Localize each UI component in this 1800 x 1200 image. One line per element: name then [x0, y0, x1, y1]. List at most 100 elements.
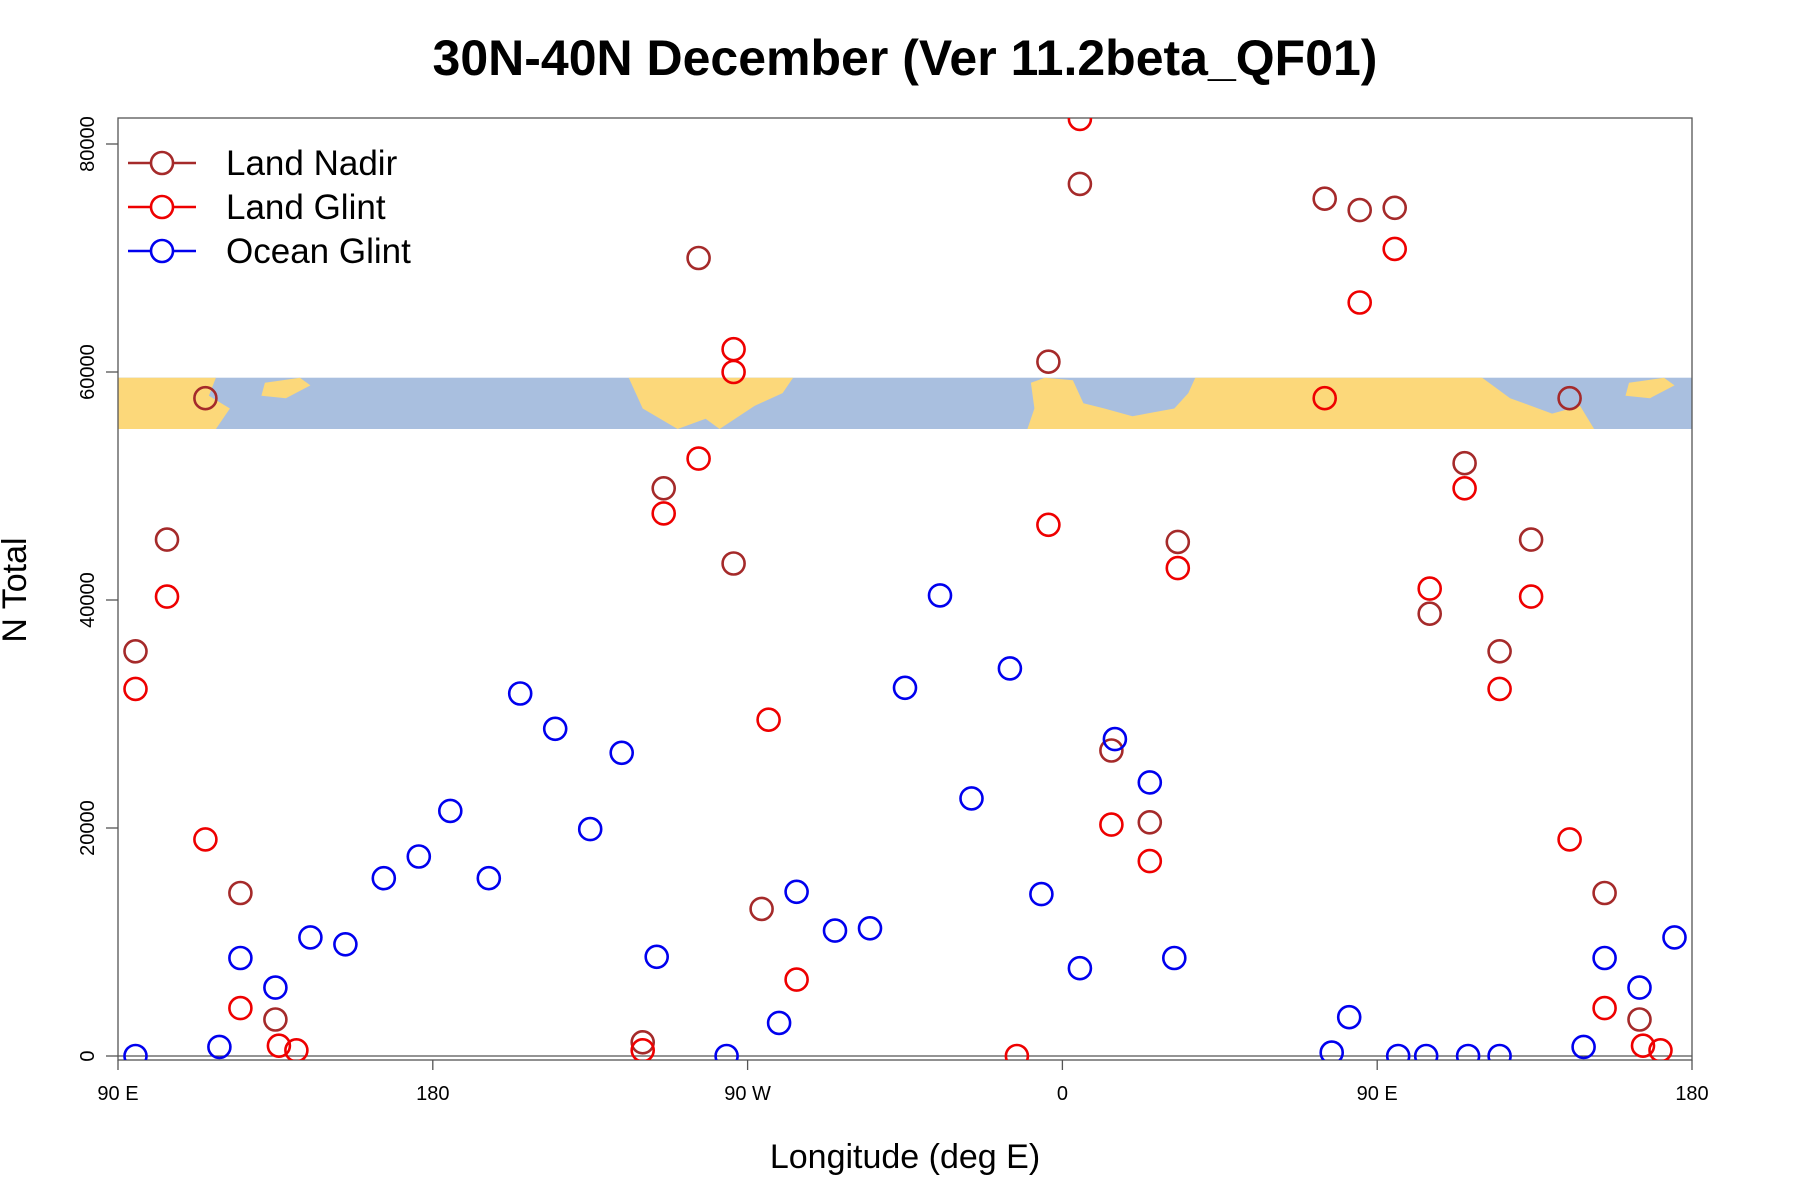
data-point [1162, 945, 1187, 971]
data-point [997, 656, 1023, 681]
data-point [1099, 738, 1124, 763]
legend-item: Land Glint [128, 188, 386, 227]
data-point [1067, 955, 1093, 981]
data-point [756, 707, 781, 733]
data-point [721, 359, 746, 385]
data-point [298, 925, 323, 950]
legend: Land Nadir Land Glint Ocean Glint [128, 144, 411, 271]
data-point [892, 675, 918, 701]
data-point [228, 880, 253, 906]
legend-item: Ocean Glint [128, 232, 411, 271]
data-point [577, 816, 603, 842]
x-tick-label: 180 [1675, 1083, 1708, 1105]
data-point [1099, 812, 1124, 837]
data-point [1592, 945, 1617, 971]
y-tick-label: 40000 [77, 572, 99, 628]
legend-label: Ocean Glint [226, 232, 411, 271]
data-point [1319, 1040, 1344, 1060]
data-point [784, 879, 809, 905]
y-axis-label: N Total [0, 537, 34, 642]
x-tick-label: 90 E [97, 1083, 138, 1105]
data-point [1312, 385, 1337, 411]
data-point [266, 1033, 292, 1058]
data-point [1417, 601, 1442, 627]
data-point [609, 740, 635, 766]
data-point [507, 681, 533, 706]
legend-item: Land Nadir [128, 144, 398, 183]
data-point [927, 583, 953, 608]
data-point [1648, 1038, 1673, 1060]
series-land-glint [123, 118, 1673, 1060]
data-point [1036, 349, 1061, 375]
y-tick-label: 20000 [77, 800, 99, 856]
data-point [1737, 867, 1759, 889]
map-landmass [628, 377, 794, 429]
map-landmass [261, 377, 311, 399]
data-point [1772, 846, 1794, 868]
data-point [630, 1030, 656, 1055]
data-point [1630, 1033, 1656, 1058]
x-tick-label: 0 [1057, 1083, 1068, 1105]
data-point [1592, 880, 1617, 906]
data-point [228, 945, 253, 971]
data-point [749, 896, 774, 922]
data-point [333, 931, 358, 957]
y-tick-label: 0 [77, 1050, 99, 1061]
data-point [721, 551, 746, 576]
data-point [1487, 676, 1512, 702]
data-point [1347, 290, 1372, 315]
data-point [1557, 385, 1582, 411]
data-point [686, 245, 711, 271]
data-point [959, 786, 984, 811]
data-point [1385, 1043, 1411, 1060]
data-point [1592, 995, 1617, 1021]
data-point [284, 1038, 309, 1060]
legend-label: Land Glint [226, 188, 386, 227]
y-tick-label: 60000 [77, 344, 99, 400]
data-point [857, 915, 883, 941]
data-point [123, 638, 148, 664]
chart-title: 30N-40N December (Ver 11.2beta_QF01) [433, 30, 1378, 86]
data-point [1102, 726, 1128, 752]
data-point [822, 918, 848, 943]
data-point [193, 827, 218, 852]
data-point [1137, 770, 1163, 795]
data-point [1382, 236, 1407, 262]
data-point [651, 501, 677, 526]
data-point [1137, 848, 1163, 874]
data-point [123, 1043, 148, 1060]
map-landmass [1625, 377, 1675, 399]
data-point [1413, 1043, 1439, 1060]
data-point [1165, 529, 1191, 555]
legend-marker [149, 194, 175, 220]
data-point [1518, 584, 1544, 609]
data-point [1417, 576, 1442, 601]
data-point [154, 527, 180, 552]
data-point [1067, 171, 1093, 197]
data-point [1487, 1043, 1512, 1060]
data-point [1137, 809, 1163, 835]
data-point [1557, 827, 1582, 852]
data-point [630, 1038, 655, 1060]
data-point [1347, 197, 1372, 223]
data-point [1312, 186, 1337, 211]
data-point [1382, 195, 1407, 221]
data-point [1165, 555, 1191, 581]
data-point [714, 1043, 739, 1060]
data-point [476, 865, 502, 891]
data-point [1455, 1043, 1481, 1060]
data-point [406, 844, 432, 869]
data-point [1067, 118, 1093, 132]
data-point [1487, 638, 1512, 664]
data-point [263, 1007, 288, 1032]
data-point [1452, 450, 1477, 476]
x-tick-label: 90 E [1357, 1083, 1398, 1105]
y-tick-label: 80000 [77, 116, 99, 172]
data-point [371, 865, 397, 891]
series-ocean-glint [123, 583, 1794, 1060]
x-axis: 90 E 180 90 W 0 90 E 180 [97, 1060, 1709, 1105]
data-point [1036, 512, 1061, 538]
data-point [1627, 1007, 1652, 1032]
legend-label: Land Nadir [226, 144, 398, 183]
